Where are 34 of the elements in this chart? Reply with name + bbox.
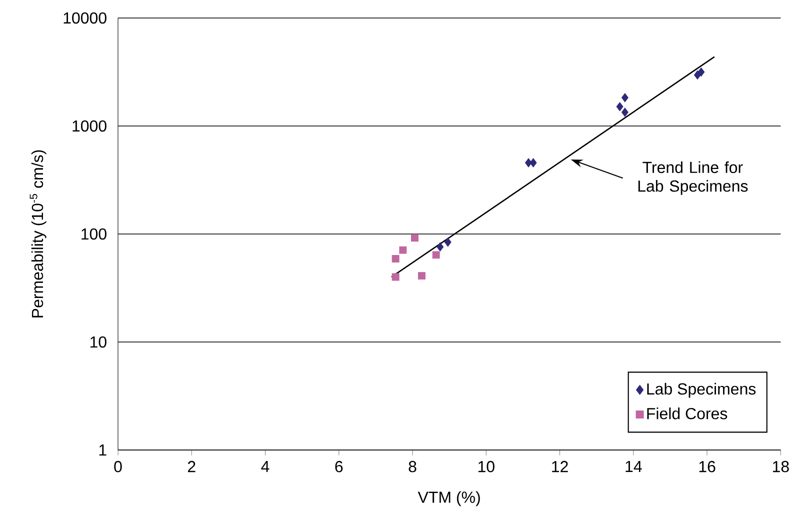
x-tick-label: 2: [188, 460, 196, 472]
x-tick-label: 10: [478, 460, 494, 472]
y-tick-label: 10000: [64, 12, 106, 24]
y-tick-label: 100: [82, 228, 106, 240]
y-axis-title: Permeability (10$^{-5}$ cm/s): [30, 150, 46, 318]
point: [616, 102, 624, 112]
point: [392, 255, 400, 262]
point: [621, 93, 628, 102]
x-tick-label: 0: [114, 460, 122, 472]
x-tick-label: 4: [261, 460, 270, 472]
y-tick-label: 1000: [72, 120, 106, 132]
point: [621, 108, 628, 117]
x-axis-title: VTM (%): [418, 491, 480, 506]
point: [399, 246, 407, 254]
point: [525, 158, 532, 168]
point: [444, 238, 452, 247]
point: [530, 158, 537, 168]
x-tick-label: 16: [699, 460, 716, 472]
y-tick-label: 1: [99, 444, 106, 456]
point: [392, 273, 400, 281]
point: [410, 234, 418, 242]
y-tick-label: 10: [90, 336, 106, 348]
legend-label: Field Cores: [647, 408, 728, 420]
annotation: Trend Line for Lab Specimens: [638, 161, 748, 195]
x-tick-label: 6: [335, 460, 343, 472]
x-tick-label: 8: [408, 460, 416, 472]
point: [698, 67, 705, 77]
legend-label: Lab Specimens: [647, 382, 756, 398]
point: [436, 242, 444, 252]
point: [418, 272, 426, 280]
point: [432, 251, 440, 259]
x-tick-label: 18: [772, 460, 789, 472]
x-tick-label: 12: [552, 460, 568, 472]
x-tick-label: 14: [626, 460, 642, 472]
